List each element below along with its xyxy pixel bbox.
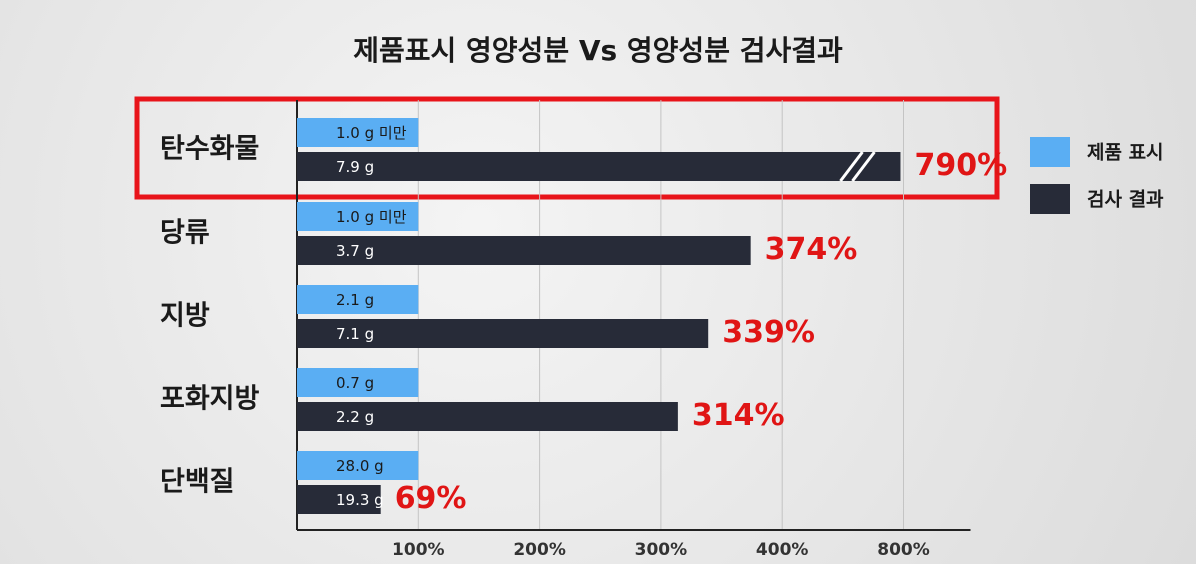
x-tick-label: 100% (392, 540, 445, 560)
value-label: 339% (722, 315, 815, 350)
legend-swatch (1030, 137, 1070, 167)
bar-inner-label: 7.9 g (336, 158, 374, 176)
bar-inner-label: 19.3 g (336, 491, 384, 509)
bar (297, 485, 381, 514)
value-label: 374% (765, 232, 858, 267)
legend-label: 제품 표시 (1087, 142, 1164, 164)
value-label: 69% (395, 481, 467, 516)
value-label: 790% (914, 148, 1007, 183)
bar (297, 285, 419, 314)
category-label: 당류 (160, 218, 210, 249)
category-label: 탄수화물 (160, 134, 259, 165)
x-tick-label: 800% (877, 540, 930, 560)
bar-inner-label: 2.1 g (336, 291, 374, 309)
highlight-box (134, 96, 1000, 200)
x-tick-label: 300% (635, 540, 688, 560)
break-mark (839, 151, 864, 182)
legend-label: 검사 결과 (1087, 189, 1164, 211)
chart-title: 제품표시 영양성분 Vs 영양성분 검사결과 (353, 34, 843, 67)
category-label: 포화지방 (160, 384, 260, 415)
category-label: 지방 (160, 301, 210, 332)
bar (297, 236, 751, 265)
bar-inner-label: 2.2 g (336, 408, 374, 426)
bar-inner-label: 1.0 g 미만 (336, 124, 407, 142)
x-tick-label: 400% (756, 540, 809, 560)
bar (297, 202, 419, 231)
bar (297, 402, 678, 431)
bar (297, 152, 901, 181)
bar (297, 451, 419, 480)
legend-swatch (1030, 184, 1070, 214)
bar (297, 118, 419, 147)
category-label: 단백질 (160, 467, 235, 498)
bar-inner-label: 0.7 g (336, 374, 374, 392)
value-label: 314% (692, 398, 785, 433)
bar-inner-label: 3.7 g (336, 242, 374, 260)
break-mark (851, 151, 876, 182)
bar (297, 368, 419, 397)
bar-inner-label: 7.1 g (336, 325, 374, 343)
bar (297, 319, 709, 348)
x-tick-label: 200% (513, 540, 566, 560)
bar-inner-label: 1.0 g 미만 (336, 208, 407, 226)
bar-inner-label: 28.0 g (336, 457, 384, 475)
